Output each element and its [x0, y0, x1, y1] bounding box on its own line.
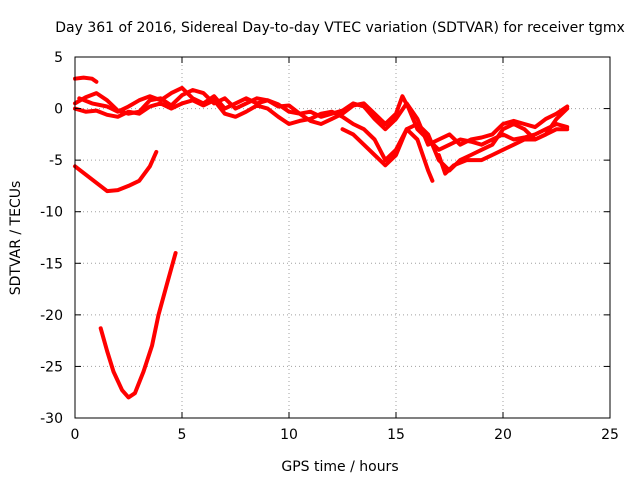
x-tick-label: 20 — [494, 427, 512, 443]
x-tick-label: 15 — [387, 427, 405, 443]
y-tick-label: -15 — [40, 256, 63, 272]
series-line-track-8 — [436, 127, 570, 176]
series-line-track-5 — [73, 98, 570, 173]
y-tick-label: 0 — [54, 102, 63, 118]
series-line-track-2 — [98, 251, 178, 400]
chart-title: Day 361 of 2016, Sidereal Day-to-day VTE… — [55, 20, 625, 36]
axes: 0 5 10 15 20 25 -30 -25 -20 -15 -10 -5 0 5 — [40, 50, 619, 443]
y-tick-label: 5 — [54, 50, 63, 66]
x-axis-label: GPS time / hours — [281, 459, 398, 475]
y-axis-label: SDTVAR / TECUs — [8, 181, 24, 296]
series-line-track-6 — [77, 85, 570, 147]
y-tick-label: -30 — [40, 411, 63, 427]
series-line-track-3 — [73, 75, 99, 84]
series-layer — [73, 75, 570, 400]
x-tick-label: 25 — [601, 427, 619, 443]
y-tick-label: -20 — [40, 308, 63, 324]
x-tick-label: 0 — [71, 427, 80, 443]
y-tick-label: -5 — [49, 153, 63, 169]
y-tick-label: -10 — [40, 205, 63, 221]
x-tick-label: 10 — [280, 427, 298, 443]
plot-frame — [74, 56, 611, 419]
y-tick-label: -25 — [40, 359, 63, 375]
series-line-track-1 — [73, 149, 159, 194]
series-line-track-7 — [340, 127, 435, 183]
x-tick-label: 5 — [178, 427, 187, 443]
